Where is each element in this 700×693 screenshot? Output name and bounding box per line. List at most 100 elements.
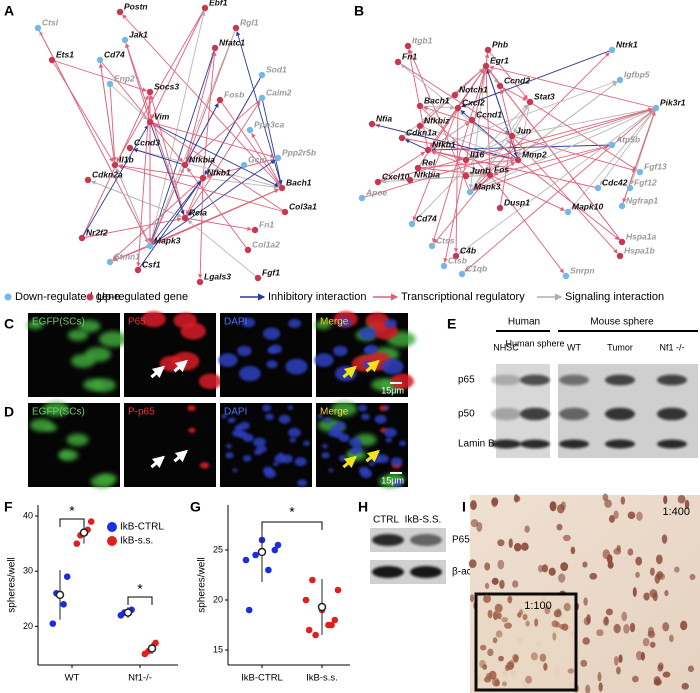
gene-node [116, 8, 124, 16]
gene-label: Nfkb1 [432, 139, 456, 149]
dot [309, 576, 316, 584]
nucleus [513, 543, 522, 552]
dot [152, 639, 159, 647]
band [520, 407, 550, 421]
edge [469, 145, 609, 193]
edge [81, 124, 149, 239]
nucleus [539, 653, 547, 662]
nucleus [552, 632, 557, 641]
band [491, 407, 521, 421]
nucleus [647, 630, 656, 639]
cell [221, 414, 227, 419]
y-tick-label: 20 [213, 594, 223, 604]
lane-label: Nf1 -/- [659, 342, 684, 352]
cell [253, 437, 266, 448]
cell [278, 414, 291, 424]
edge [453, 107, 459, 253]
nucleus [589, 572, 598, 580]
gene-node [216, 96, 224, 104]
gene-label: Snrpn [570, 265, 595, 275]
gene-node [424, 146, 432, 154]
cell [232, 468, 238, 473]
band [559, 407, 589, 421]
dot [271, 546, 279, 554]
edge [411, 104, 528, 225]
gene-node [126, 144, 134, 152]
nucleus [664, 590, 669, 597]
nucleus [551, 620, 559, 628]
gene-node [278, 184, 286, 192]
band [605, 407, 635, 421]
legend-label: IkB-CTRL [120, 522, 164, 533]
edge [151, 7, 206, 120]
edge [125, 43, 186, 219]
dot [274, 541, 282, 549]
gene-label: Stmn1 [114, 251, 140, 261]
nucleus [483, 676, 492, 683]
edge [361, 108, 653, 199]
arrow [150, 455, 165, 469]
nucleus [627, 548, 634, 556]
nucleus [674, 566, 680, 573]
gene-label: Socs3 [154, 81, 179, 91]
y-axis-title: spheres/well [197, 557, 208, 613]
cell [321, 452, 330, 459]
edge [517, 159, 620, 240]
dot [73, 540, 81, 547]
edge [37, 27, 149, 244]
dot [245, 606, 253, 614]
y-tick-label: 40 [23, 510, 33, 520]
nucleus [596, 629, 604, 637]
edge [469, 107, 657, 176]
gene-label: Junb [470, 165, 490, 175]
stain [26, 320, 128, 392]
nucleus [487, 648, 494, 657]
edge [567, 110, 654, 213]
gene-node [196, 278, 204, 286]
gene-node [608, 141, 616, 149]
stain-label: DAPI [224, 317, 247, 328]
significance: * [69, 503, 75, 519]
nucleus [497, 559, 505, 570]
gene-node [616, 76, 624, 84]
cell [141, 311, 166, 328]
edge [261, 97, 283, 185]
cell [242, 455, 252, 462]
cell [365, 344, 379, 354]
edge [511, 107, 653, 137]
cell [43, 423, 58, 432]
gene-node [146, 88, 154, 96]
gene-node [111, 161, 119, 169]
arrow [342, 455, 357, 469]
nucleus [508, 538, 513, 549]
gene-node [458, 270, 466, 278]
legend-label: Transcriptional regulatory [401, 291, 525, 303]
gene-label: Ngfrap1 [626, 195, 658, 205]
nucleus [493, 611, 499, 621]
gene-label: Atp5b [615, 134, 640, 144]
edge [81, 217, 182, 239]
gene-label: Bach1 [424, 95, 450, 105]
cell [26, 320, 44, 330]
edge [137, 180, 202, 271]
gene-node [618, 202, 626, 210]
gene-label: Ccnd3 [134, 137, 160, 147]
gene-label: Nfkbia [414, 169, 440, 179]
nucleus [662, 671, 671, 678]
nucleus [663, 495, 668, 505]
cell [187, 405, 196, 411]
gene-label: Notch1 [459, 84, 488, 94]
nucleus [517, 612, 522, 618]
arrow [173, 359, 188, 373]
edge [511, 135, 618, 254]
nucleus [649, 641, 656, 648]
significance: * [289, 504, 295, 520]
nucleus [507, 595, 513, 604]
dot [302, 596, 310, 604]
nucleus [469, 594, 475, 603]
cell [60, 451, 72, 459]
panel-label: B [354, 3, 364, 19]
gene-node [408, 220, 416, 228]
cell [241, 317, 256, 328]
gene-node [440, 262, 448, 270]
